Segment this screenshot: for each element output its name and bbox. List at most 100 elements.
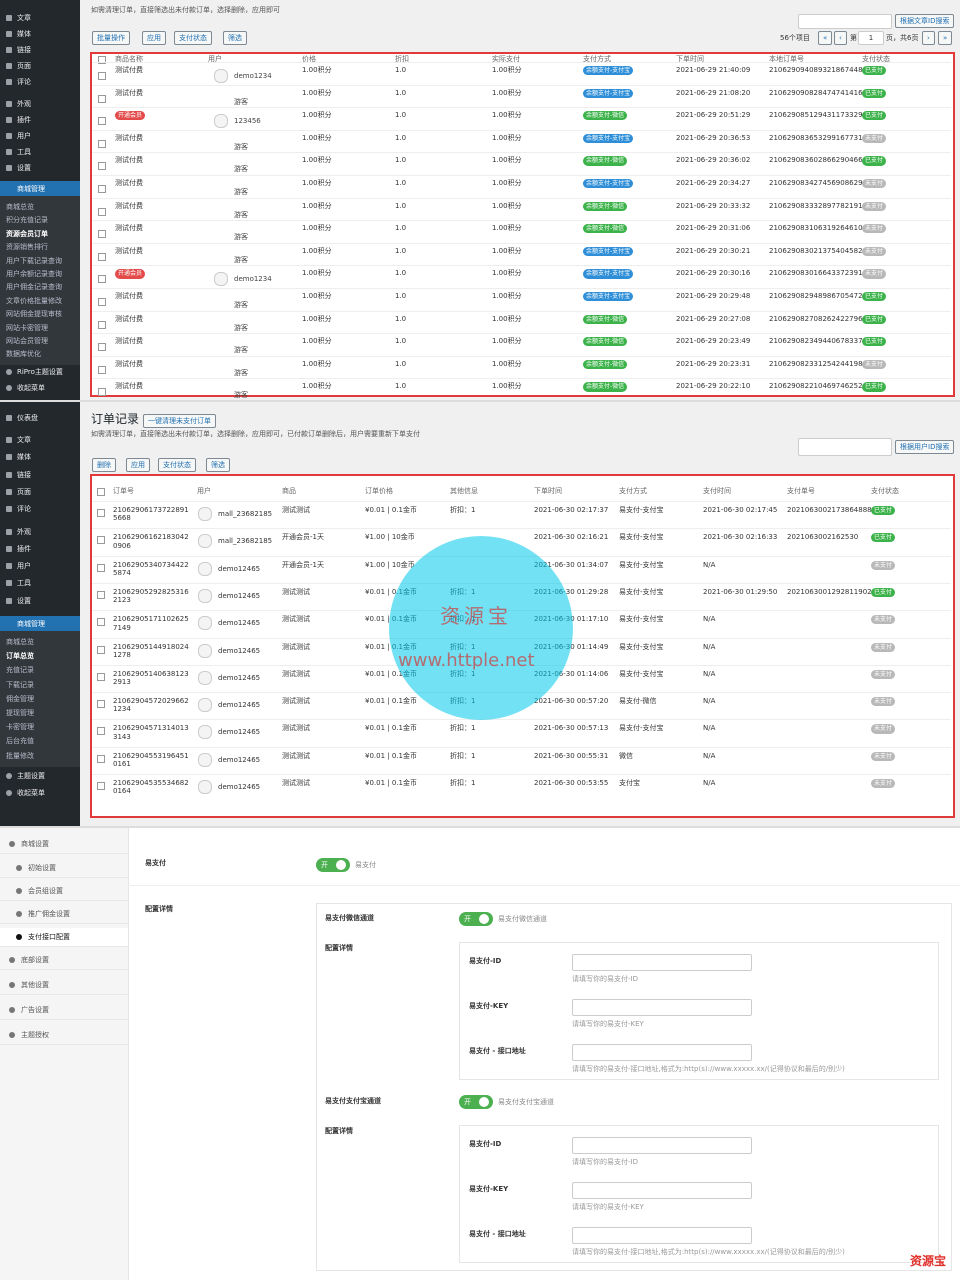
menu-item[interactable]: 媒体	[17, 30, 31, 38]
text-input[interactable]	[572, 1227, 752, 1244]
select[interactable]: 支付状态	[174, 31, 212, 46]
submenu-item[interactable]: 网站卡密管理	[6, 323, 48, 332]
checkbox[interactable]	[97, 536, 105, 545]
submenu-item[interactable]: 用户佣金记录查询	[6, 283, 62, 292]
checkbox[interactable]	[97, 563, 105, 572]
checkbox[interactable]	[98, 94, 106, 103]
checkbox[interactable]	[97, 590, 105, 599]
checkbox[interactable]	[98, 56, 106, 64]
checkbox[interactable]	[97, 754, 105, 763]
submenu-item[interactable]: 商城总览	[6, 638, 34, 646]
menu-item[interactable]: 文章	[17, 436, 31, 444]
submenu-item[interactable]: 订单总览	[6, 652, 34, 661]
submenu-item[interactable]: 资源销售排行	[6, 243, 48, 252]
checkbox[interactable]	[98, 139, 106, 148]
checkbox[interactable]	[97, 509, 105, 517]
page-button[interactable]: ›	[922, 31, 935, 46]
submenu-item[interactable]: 后台充值	[6, 737, 34, 746]
text-input[interactable]	[572, 999, 752, 1016]
checkbox[interactable]	[97, 700, 105, 709]
checkbox[interactable]	[98, 117, 106, 126]
menu-item[interactable]: 用户	[17, 562, 31, 570]
checkbox[interactable]	[98, 365, 106, 374]
menu-item-active[interactable]: 商城管理	[17, 620, 45, 628]
menu-item[interactable]: 评论	[17, 78, 31, 86]
submenu-item[interactable]: 数据库优化	[6, 350, 41, 359]
submenu-item[interactable]: 网站佣金提现审核	[6, 310, 62, 319]
submenu-item[interactable]: 商城总览	[6, 203, 34, 211]
checkbox[interactable]	[98, 298, 106, 306]
menu-item-active[interactable]: 商城管理	[17, 185, 45, 193]
menu-item[interactable]: 链接	[17, 46, 31, 54]
checkbox[interactable]	[97, 672, 105, 681]
page-input[interactable]: 1	[858, 31, 884, 46]
menu-item[interactable]: 链接	[17, 471, 31, 479]
button[interactable]: 一键清理未支付订单	[143, 414, 216, 429]
nav-item[interactable]: 会员组设置	[28, 887, 63, 895]
nav-item[interactable]: 商城设置	[21, 840, 49, 848]
menu-item[interactable]: 页面	[17, 488, 31, 496]
menu-item[interactable]: 外观	[17, 528, 31, 536]
menu-item[interactable]: 页面	[17, 62, 31, 70]
submenu-item[interactable]: 卡密管理	[6, 723, 34, 732]
checkbox[interactable]	[97, 782, 105, 790]
search-input[interactable]	[798, 438, 892, 456]
checkbox[interactable]	[98, 275, 106, 284]
search-input[interactable]	[798, 14, 892, 29]
checkbox[interactable]	[97, 488, 105, 496]
page-button[interactable]: ‹	[834, 31, 847, 46]
menu-item[interactable]: 用户	[17, 132, 31, 140]
button[interactable]: 根据用户ID搜索	[895, 440, 955, 455]
button[interactable]: 应用	[142, 31, 166, 46]
checkbox[interactable]	[98, 320, 106, 329]
submenu-item[interactable]: 文章价格批量修改	[6, 296, 62, 305]
text-input[interactable]	[572, 1182, 752, 1199]
nav-item[interactable]: 广告设置	[21, 1006, 49, 1014]
select[interactable]: 支付状态	[158, 458, 196, 473]
submenu-item[interactable]: 网站会员管理	[6, 337, 48, 345]
menu-item[interactable]: 收起菜单	[17, 789, 45, 797]
menu-item[interactable]: 主题设置	[17, 772, 45, 780]
checkbox[interactable]	[98, 162, 106, 171]
button[interactable]: 筛选	[223, 31, 247, 46]
checkbox[interactable]	[98, 252, 106, 261]
checkbox[interactable]	[97, 727, 105, 736]
submenu-item[interactable]: 批量修改	[6, 751, 34, 760]
button[interactable]: 筛选	[206, 458, 230, 473]
text-input[interactable]	[572, 954, 752, 971]
nav-item[interactable]: 其他设置	[21, 981, 49, 989]
checkbox[interactable]	[97, 645, 105, 654]
checkbox[interactable]	[98, 388, 106, 397]
menu-item[interactable]: 设置	[17, 164, 31, 172]
menu-item[interactable]: 插件	[17, 545, 31, 553]
submenu-item[interactable]: 下载记录	[6, 680, 34, 689]
checkbox[interactable]	[98, 185, 106, 193]
checkbox[interactable]	[98, 72, 106, 80]
menu-item[interactable]: 设置	[17, 597, 31, 605]
submenu-item[interactable]: 用户余额记录查询	[6, 270, 62, 278]
text-input[interactable]	[572, 1044, 752, 1061]
menu-item[interactable]: 外观	[17, 100, 31, 108]
submenu-item[interactable]: 佣金管理	[6, 694, 34, 703]
submenu-item[interactable]: 充值记录	[6, 666, 34, 675]
submenu-item[interactable]: 积分充值记录	[6, 216, 48, 225]
page-button[interactable]: »	[938, 31, 953, 46]
checkbox[interactable]	[98, 207, 106, 216]
nav-item[interactable]: 主题授权	[21, 1031, 49, 1039]
button[interactable]: 应用	[126, 458, 150, 473]
menu-item[interactable]: 收起菜单	[17, 384, 45, 392]
text-input[interactable]	[572, 1137, 752, 1154]
menu-item[interactable]: 工具	[17, 148, 31, 156]
submenu-item[interactable]: 提现管理	[6, 709, 34, 717]
menu-item[interactable]: 媒体	[17, 453, 31, 461]
checkbox[interactable]	[98, 230, 106, 239]
submenu-item[interactable]: 用户下载记录查询	[6, 256, 62, 265]
menu-item[interactable]: RiPro主题设置	[17, 368, 63, 376]
button[interactable]: 根据文章ID搜索	[895, 14, 955, 29]
nav-item[interactable]: 推广佣金设置	[28, 910, 70, 918]
select[interactable]: 删除	[92, 458, 116, 473]
nav-item[interactable]: 支付接口配置	[28, 933, 70, 941]
checkbox[interactable]	[97, 618, 105, 627]
menu-item[interactable]: 插件	[17, 116, 31, 124]
menu-item[interactable]: 评论	[17, 505, 31, 513]
